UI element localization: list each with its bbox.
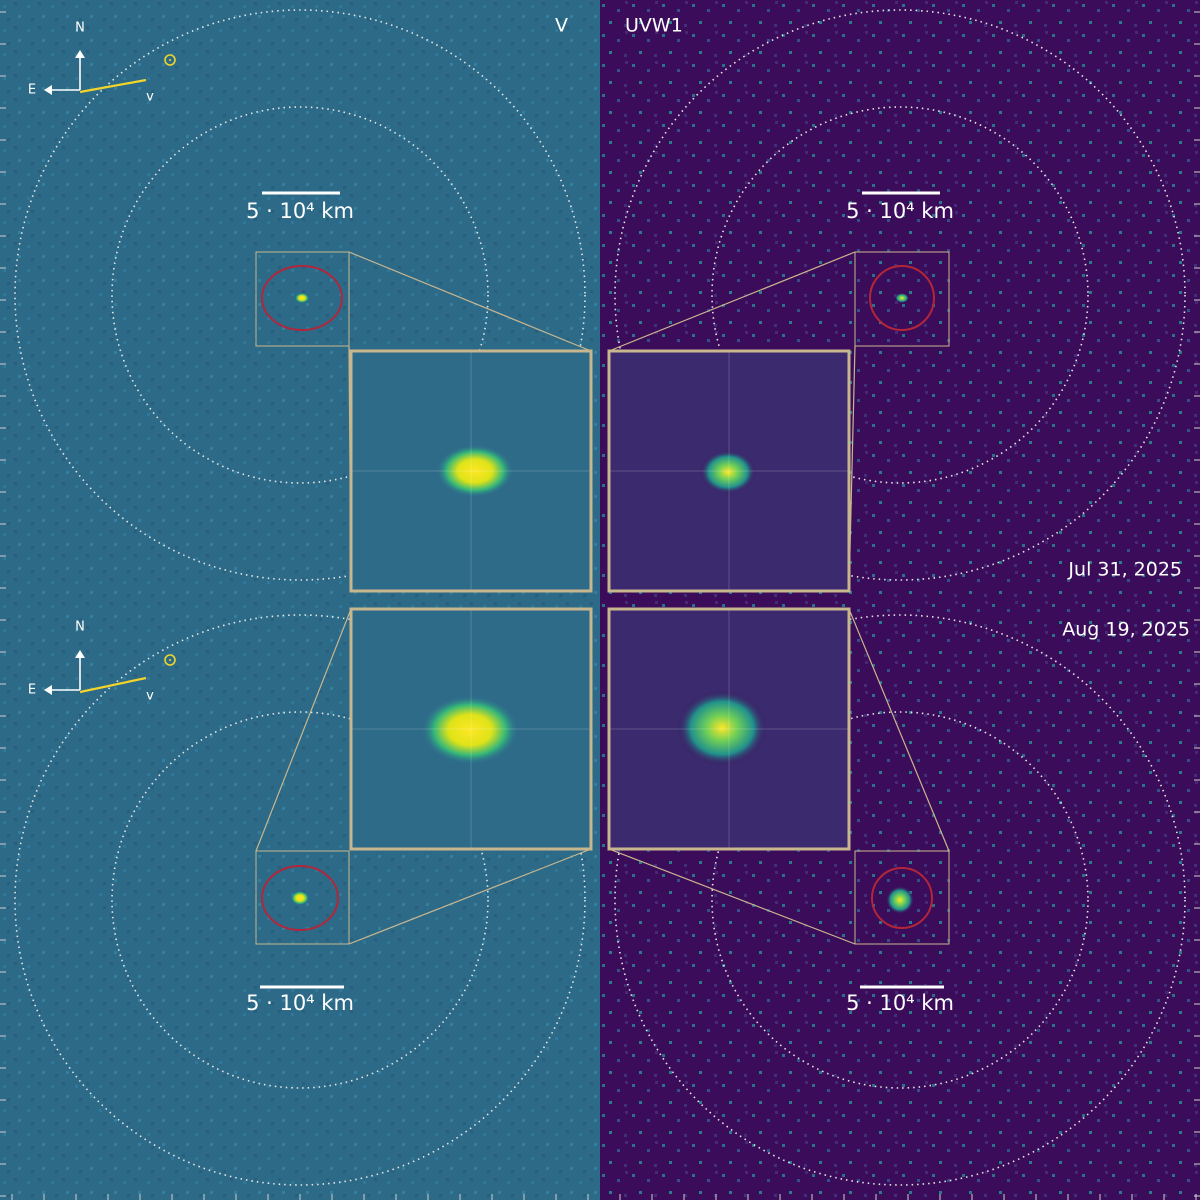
filter-label: UVW1	[625, 15, 683, 37]
east-label: E	[28, 683, 36, 698]
north-label: N	[75, 21, 85, 36]
small-cutouts	[255, 251, 950, 945]
scale-bar-label: 5 · 10⁴ km	[246, 199, 354, 223]
velocity-label: v	[146, 689, 154, 704]
rings-v	[14, 9, 586, 1186]
velocity-label: v	[146, 90, 154, 105]
filter-label: V	[555, 15, 568, 37]
axis-ticks	[0, 11, 1200, 1200]
uvw1-image	[600, 0, 1200, 1200]
insets	[349, 349, 851, 851]
compass	[44, 50, 176, 695]
scale-bar-label: 5 · 10⁴ km	[846, 991, 954, 1015]
north-label: N	[75, 620, 85, 635]
v-image	[0, 0, 600, 1200]
east-label: E	[28, 83, 36, 98]
scale-bar-label: 5 · 10⁴ km	[246, 991, 354, 1015]
scale-lines	[260, 191, 944, 989]
rings-uvw1	[614, 9, 1186, 1186]
date-label: Jul 31, 2025	[1067, 559, 1182, 581]
date-label: Aug 19, 2025	[1062, 619, 1190, 641]
scale-bar-label: 5 · 10⁴ km	[846, 199, 954, 223]
